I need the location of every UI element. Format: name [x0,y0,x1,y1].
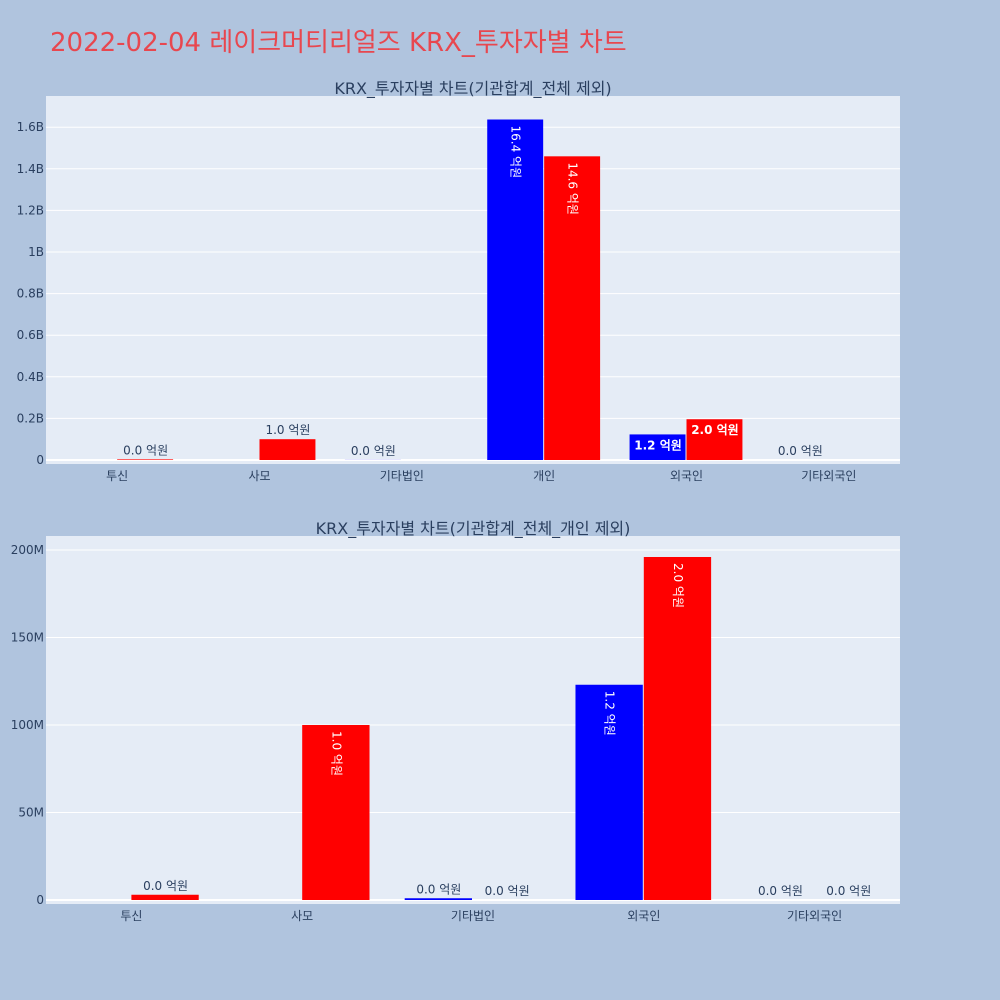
plot-area [46,96,900,464]
data-label: 1.2 억원 [634,438,682,452]
bar [404,898,472,900]
bar [643,557,712,900]
bar [686,419,743,460]
chart-2: 0 50M 100M 150M 200M KRX_투자자별 차트(기관합계_전체_개인 제… [11,519,900,923]
y-tick-label: 0 [36,453,44,467]
bar [575,684,643,900]
x-tick-label: 사모 [291,909,313,923]
chart-title: KRX_투자자별 차트(기관합계_전체 제외) [334,79,611,99]
y-tick-label: 1B [28,245,44,259]
y-tick-label: 200M [11,543,44,557]
data-label: 0.0 억원 [758,884,803,898]
data-label: 0.0 억원 [826,884,871,898]
y-tick-label: 1.2B [17,203,44,217]
y-tick-label: 0.4B [17,370,44,384]
y-tick-label: 1.4B [17,162,44,176]
x-tick-label: 기타외국인 [801,469,856,483]
bar [302,725,370,900]
page-title: 2022-02-04 레이크머티리얼즈 KRX_투자자별 차트 [50,28,627,58]
bar [131,894,199,900]
data-label: 0.0 억원 [485,884,530,898]
x-tick-label: 투신 [120,909,142,923]
data-label: 16.4 억원 [509,126,523,179]
y-tick-label: 0 [36,893,44,907]
chart-title: KRX_투자자별 차트(기관합계_전체_개인 제외) [316,519,631,539]
x-tick-label: 개인 [533,469,555,483]
plot-area [46,536,900,904]
bar [259,439,316,460]
x-tick-label: 기타법인 [380,469,424,483]
chart-1: 0 0.2B 0.4B 0.6B 0.8B 1B 1.2B 1.4B 1.6B KRX_투자자별 … [17,79,900,483]
x-tick-label: 기타법인 [451,909,495,923]
y-tick-label: 100M [11,718,44,732]
data-label: 1.2 억원 [603,691,617,736]
x-tick-label: 사모 [248,469,270,483]
data-label: 14.6 억원 [566,162,580,215]
bar [117,459,174,460]
x-tick-label: 기타외국인 [787,909,842,923]
data-label: 1.0 억원 [265,423,310,437]
x-tick-label: 투신 [106,469,128,483]
x-tick-label: 외국인 [670,469,703,483]
y-tick-label: 150M [11,631,44,645]
data-label: 0.0 억원 [416,882,461,896]
y-tick-label: 0.2B [17,411,44,425]
data-label: 2.0 억원 [691,423,739,437]
y-tick-label: 1.6B [17,120,44,134]
bar [487,119,544,460]
bar [544,156,601,460]
bar [629,434,686,460]
data-label: 0.0 억원 [778,444,823,458]
data-label: 0.0 억원 [123,443,168,457]
data-label: 1.0 억원 [329,731,343,776]
data-label: 2.0 억원 [671,563,685,608]
y-tick-label: 0.6B [17,328,44,342]
y-tick-label: 0.8B [17,287,44,301]
data-label: 0.0 억원 [143,879,188,893]
x-tick-label: 외국인 [627,909,660,923]
data-label: 0.0 억원 [351,444,396,458]
y-tick-label: 50M [18,806,44,820]
